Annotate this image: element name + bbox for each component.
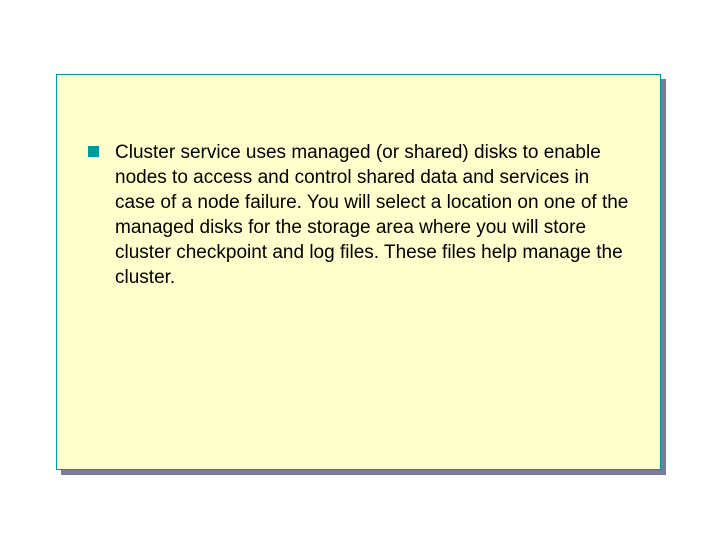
square-bullet-icon (88, 146, 99, 157)
body-text: Cluster service uses managed (or shared)… (115, 140, 633, 290)
bullet-row: Cluster service uses managed (or shared)… (88, 140, 633, 290)
slide: Cluster service uses managed (or shared)… (0, 0, 720, 540)
